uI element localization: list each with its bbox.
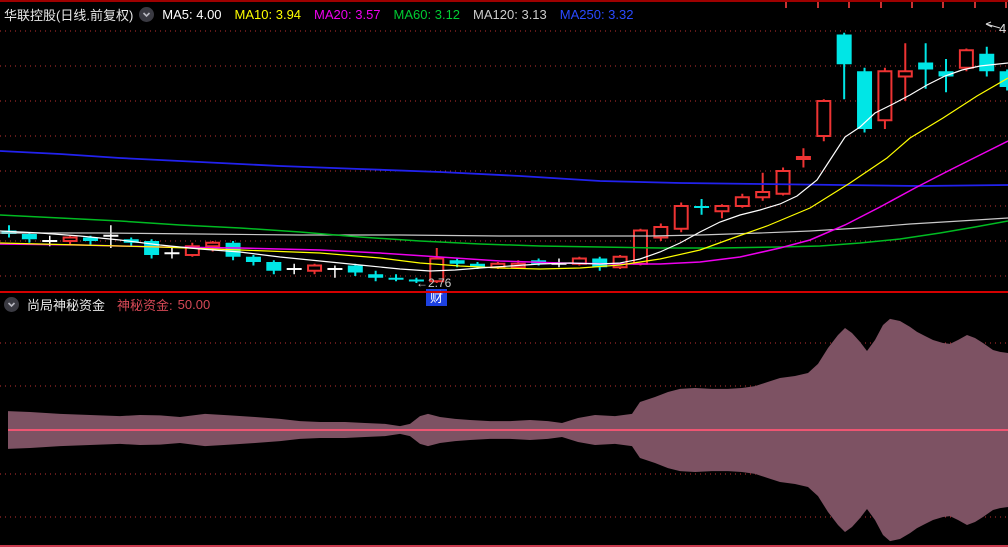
top-border bbox=[0, 0, 1008, 2]
mystery-fund-indicator-chart[interactable] bbox=[0, 318, 1008, 542]
ma-legend: MA5: 4.00 MA10: 3.94 MA20: 3.57 MA60: 3.12 M… bbox=[162, 7, 646, 22]
cai-marker-badge[interactable] bbox=[426, 289, 447, 306]
panel-divider[interactable] bbox=[0, 291, 1008, 293]
sub-panel-header: 尚局神秘资金 神秘资金: 50.00 bbox=[4, 295, 210, 313]
candles bbox=[1, 32, 1008, 283]
ma-line-ma20 bbox=[0, 140, 1008, 265]
main-chart-header: 华联控股(日线.前复权) MA5: 4.00 MA10: 3.94 MA20: 3.… bbox=[4, 5, 646, 23]
ma-legend-item-ma10: MA10: 3.94 bbox=[234, 6, 302, 22]
ma-line-ma60 bbox=[0, 214, 1008, 249]
chevron-down-icon[interactable] bbox=[139, 6, 155, 22]
high-price-annotation: 4 bbox=[999, 21, 1006, 36]
ma-legend-item-ma250: MA250: 3.32 bbox=[559, 6, 634, 22]
ma-legend-item-ma60: MA60: 3.12 bbox=[393, 6, 461, 22]
ma-line-ma250 bbox=[0, 150, 1008, 187]
page-title: 华联控股(日线.前复权) bbox=[4, 7, 134, 23]
low-price-annotation: ←2.76 bbox=[416, 276, 452, 290]
chevron-down-icon[interactable] bbox=[4, 296, 19, 312]
ma-line-ma10 bbox=[0, 77, 1008, 270]
indicator-panel-title: 尚局神秘资金 bbox=[27, 297, 106, 313]
ma-legend-item-ma20: MA20: 3.57 bbox=[314, 6, 381, 22]
indicator-value: 50.00 bbox=[177, 296, 211, 312]
main-candlestick-chart[interactable]: ←2.76财 4 bbox=[0, 0, 1008, 306]
bottom-border bbox=[0, 545, 1008, 547]
ma-line-ma120 bbox=[0, 217, 1008, 237]
cai-marker-text: 财 bbox=[430, 290, 443, 305]
ma-legend-item-ma120: MA120: 3.13 bbox=[473, 6, 547, 22]
ma-legend-item-ma5: MA5: 4.00 bbox=[162, 6, 222, 22]
ma-line-ma5 bbox=[0, 62, 1008, 272]
indicator-label: 神秘资金: bbox=[117, 297, 173, 313]
